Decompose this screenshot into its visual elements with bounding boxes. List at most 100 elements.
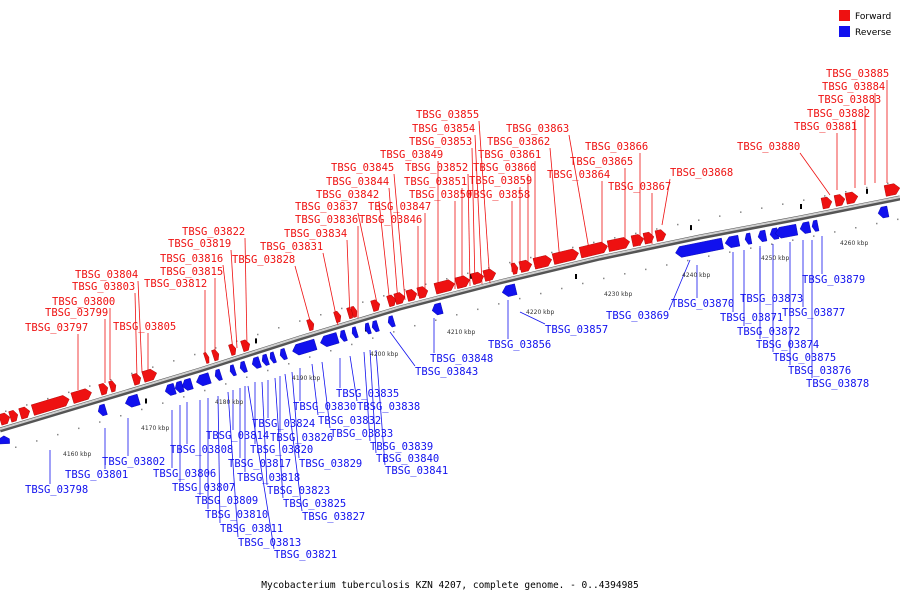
gene-label[interactable]: TBSG_03826 xyxy=(270,432,333,444)
gene-label[interactable]: TBSG_03851 xyxy=(404,176,467,188)
gene-label[interactable]: TBSG_03864 xyxy=(547,169,610,181)
gene-label[interactable]: TBSG_03848 xyxy=(430,353,493,365)
gene-label[interactable]: TBSG_03840 xyxy=(376,453,439,465)
gene-label[interactable]: TBSG_03798 xyxy=(25,484,88,496)
gene-label[interactable]: TBSG_03850 xyxy=(409,189,472,201)
gene-label[interactable]: TBSG_03822 xyxy=(182,226,245,238)
forward-gene-arrow xyxy=(306,319,315,332)
gene-label[interactable]: TBSG_03869 xyxy=(606,310,669,322)
gene-label[interactable]: TBSG_03800 xyxy=(52,296,115,308)
gene-label[interactable]: TBSG_03803 xyxy=(72,281,135,293)
gene-label[interactable]: TBSG_03876 xyxy=(788,365,851,377)
gene-label[interactable]: TBSG_03816 xyxy=(160,253,223,265)
gene-label[interactable]: TBSG_03829 xyxy=(299,458,362,470)
gene-label[interactable]: TBSG_03853 xyxy=(409,136,472,148)
gene-label[interactable]: TBSG_03821 xyxy=(274,549,337,561)
gene-label[interactable]: TBSG_03884 xyxy=(822,81,885,93)
reverse-gene-arrow xyxy=(239,360,248,373)
gene-label[interactable]: TBSG_03832 xyxy=(318,415,381,427)
leader-line xyxy=(474,134,483,285)
gene-label[interactable]: TBSG_03845 xyxy=(331,162,394,174)
gene-label[interactable]: TBSG_03802 xyxy=(102,456,165,468)
leader-line xyxy=(321,361,331,429)
gene-label[interactable]: TBSG_03883 xyxy=(818,94,881,106)
gene-label[interactable]: TBSG_03841 xyxy=(385,465,448,477)
gene-label[interactable]: TBSG_03867 xyxy=(608,181,671,193)
gene-label[interactable]: TBSG_03801 xyxy=(65,469,128,481)
gene-label[interactable]: TBSG_03885 xyxy=(826,68,889,80)
gene-label[interactable]: TBSG_03866 xyxy=(585,141,648,153)
gene-label[interactable]: TBSG_03875 xyxy=(773,352,836,364)
minor-tick-bottom xyxy=(708,255,710,257)
minor-tick-top xyxy=(110,379,112,381)
gene-label[interactable]: TBSG_03830 xyxy=(293,401,356,413)
gene-label[interactable]: TBSG_03815 xyxy=(160,266,223,278)
gene-label[interactable]: TBSG_03813 xyxy=(238,537,301,549)
gene-label[interactable]: TBSG_03805 xyxy=(113,321,176,333)
gene-label[interactable]: TBSG_03810 xyxy=(205,509,268,521)
gene-label[interactable]: TBSG_03824 xyxy=(252,418,315,430)
gene-label[interactable]: TBSG_03837 xyxy=(295,201,358,213)
gene-label[interactable]: TBSG_03846 xyxy=(359,214,422,226)
gene-label[interactable]: TBSG_03828 xyxy=(232,254,295,266)
gene-label[interactable]: TBSG_03873 xyxy=(740,293,803,305)
gene-label[interactable]: TBSG_03865 xyxy=(570,156,633,168)
gene-label[interactable]: TBSG_03804 xyxy=(75,269,138,281)
gene-label[interactable]: TBSG_03799 xyxy=(45,307,108,319)
gene-label[interactable]: TBSG_03836 xyxy=(295,214,358,226)
gene-label[interactable]: TBSG_03882 xyxy=(807,108,870,120)
gene-label[interactable]: TBSG_03812 xyxy=(144,278,207,290)
gene-label[interactable]: TBSG_03862 xyxy=(487,136,550,148)
gene-label[interactable]: TBSG_03807 xyxy=(172,482,235,494)
gene-label[interactable]: TBSG_03823 xyxy=(267,485,330,497)
gene-label[interactable]: TBSG_03860 xyxy=(473,162,536,174)
gene-label[interactable]: TBSG_03855 xyxy=(416,109,479,121)
gene-label[interactable]: TBSG_03849 xyxy=(380,149,443,161)
gene-label[interactable]: TBSG_03874 xyxy=(756,339,819,351)
gene-label[interactable]: TBSG_03881 xyxy=(794,121,857,133)
gene-label[interactable]: TBSG_03843 xyxy=(415,366,478,378)
gene-label[interactable]: TBSG_03880 xyxy=(737,141,800,153)
gene-label[interactable]: TBSG_03854 xyxy=(412,123,475,135)
gene-label[interactable]: TBSG_03835 xyxy=(336,388,399,400)
gene-label[interactable]: TBSG_03858 xyxy=(467,189,530,201)
gene-label[interactable]: TBSG_03859 xyxy=(469,175,532,187)
gene-label[interactable]: TBSG_03831 xyxy=(260,241,323,253)
gene-label[interactable]: TBSG_03870 xyxy=(671,298,734,310)
gene-label[interactable]: TBSG_03871 xyxy=(720,312,783,324)
gene-label[interactable]: TBSG_03797 xyxy=(25,322,88,334)
gene-label[interactable]: TBSG_03878 xyxy=(806,378,869,390)
gene-label[interactable]: TBSG_03817 xyxy=(228,458,291,470)
gene-label[interactable]: TBSG_03819 xyxy=(168,238,231,250)
gene-label[interactable]: TBSG_03857 xyxy=(545,324,608,336)
minor-tick-top xyxy=(866,186,868,189)
gene-label[interactable]: TBSG_03872 xyxy=(737,326,800,338)
gene-label[interactable]: TBSG_03834 xyxy=(284,228,347,240)
minor-tick-top xyxy=(5,410,7,412)
gene-label[interactable]: TBSG_03811 xyxy=(220,523,283,535)
gene-label[interactable]: TBSG_03827 xyxy=(302,511,365,523)
gene-label[interactable]: TBSG_03856 xyxy=(488,339,551,351)
gene-label[interactable]: TBSG_03863 xyxy=(506,123,569,135)
gene-label[interactable]: TBSG_03838 xyxy=(357,401,420,413)
gene-label[interactable]: TBSG_03877 xyxy=(782,307,845,319)
gene-label[interactable]: TBSG_03847 xyxy=(368,201,431,213)
gene-label[interactable]: TBSG_03879 xyxy=(802,274,865,286)
gene-label[interactable]: TBSG_03820 xyxy=(250,444,313,456)
gene-label[interactable]: TBSG_03818 xyxy=(237,472,300,484)
gene-label[interactable]: TBSG_03825 xyxy=(283,498,346,510)
gene-label[interactable]: TBSG_03844 xyxy=(326,176,389,188)
reverse-gene-arrow xyxy=(724,234,741,248)
gene-label[interactable]: TBSG_03842 xyxy=(316,189,379,201)
gene-label[interactable]: TBSG_03868 xyxy=(670,167,733,179)
gene-label[interactable]: TBSG_03806 xyxy=(153,468,216,480)
gene-label[interactable]: TBSG_03861 xyxy=(478,149,541,161)
gene-label[interactable]: TBSG_03814 xyxy=(206,430,269,442)
gene-label[interactable]: TBSG_03839 xyxy=(370,441,433,453)
gene-label[interactable]: TBSG_03809 xyxy=(195,495,258,507)
gene-label[interactable]: TBSG_03833 xyxy=(330,428,393,440)
gene-label[interactable]: TBSG_03852 xyxy=(405,162,468,174)
leader-line xyxy=(294,265,313,329)
gene-label[interactable]: TBSG_03808 xyxy=(170,444,233,456)
